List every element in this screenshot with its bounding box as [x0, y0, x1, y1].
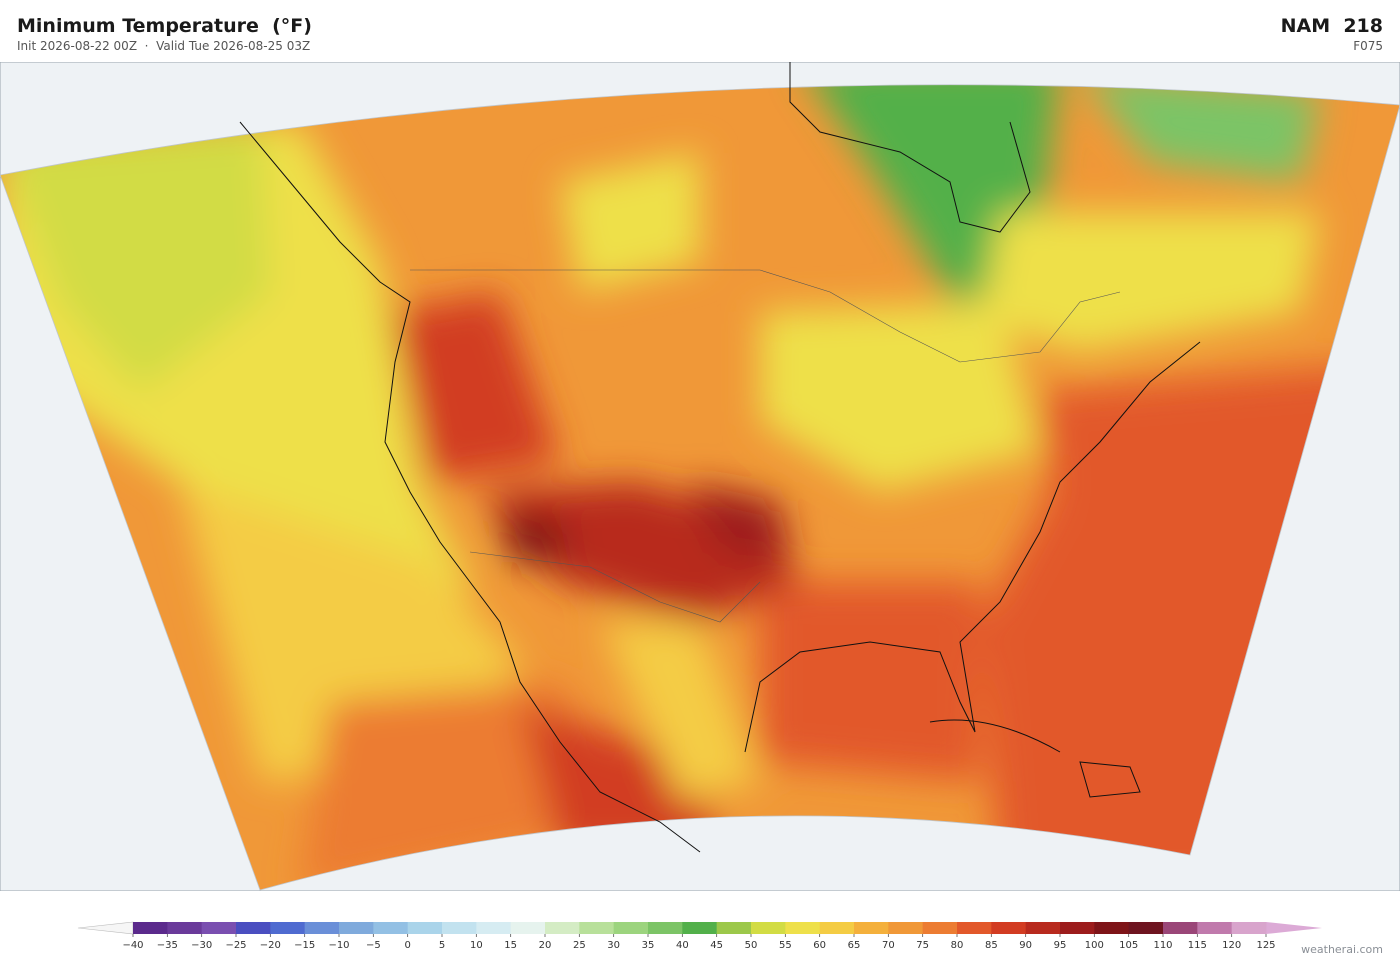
- tick-label: 110: [1153, 940, 1172, 951]
- tick-label: 70: [882, 940, 895, 951]
- colorbar-segment: [373, 922, 409, 934]
- colorbar-segment: [991, 922, 1027, 934]
- colorbar-segment: [133, 922, 168, 934]
- model-name: NAM 218: [1280, 15, 1383, 37]
- colorbar-segment: [1060, 922, 1095, 934]
- colorbar-segment: [407, 922, 443, 934]
- tick-label: 55: [779, 940, 792, 951]
- tick-label: 105: [1119, 940, 1138, 951]
- colorbar-segment: [648, 922, 683, 934]
- colorbar-segment: [1128, 922, 1164, 934]
- colorbar-segment: [957, 922, 992, 934]
- colorbar-segment: [545, 922, 580, 934]
- tick-label: 35: [642, 940, 655, 951]
- coastlines: [239, 62, 1201, 853]
- tick-label: 115: [1188, 940, 1207, 951]
- borders: [410, 269, 1121, 623]
- colorbar-segment: [819, 922, 855, 934]
- tick-label: 50: [745, 940, 758, 951]
- tick-label: 45: [710, 940, 723, 951]
- colorbar-segment: [270, 922, 306, 934]
- tick-label: 30: [607, 940, 620, 951]
- tick-label: 15: [504, 940, 517, 951]
- credit: weatherai.com: [1301, 943, 1383, 956]
- tick-label: 125: [1256, 940, 1275, 951]
- subtitle: Init 2026-08-22 00Z · Valid Tue 2026-08-…: [17, 39, 311, 53]
- tick-label: 20: [539, 940, 552, 951]
- colorbar-segment: [579, 922, 615, 934]
- tick-label: 85: [985, 940, 998, 951]
- tick-label: 60: [813, 940, 826, 951]
- colorbar-over: [1266, 922, 1322, 934]
- tick-label: 80: [951, 940, 964, 951]
- colorbar-segment: [442, 922, 477, 934]
- tick-label: −15: [294, 940, 315, 951]
- colorbar-segment: [201, 922, 237, 934]
- tick-label: 65: [848, 940, 861, 951]
- colorbar-segment: [785, 922, 821, 934]
- colorbar-segment: [922, 922, 958, 934]
- tick-label: −5: [366, 940, 381, 951]
- colorbar-segment: [716, 922, 752, 934]
- colorbar-segment: [304, 922, 340, 934]
- colorbar-segment: [1025, 922, 1061, 934]
- tick-label: 10: [470, 940, 483, 951]
- forecast-hour: F075: [1353, 39, 1383, 53]
- temperature-field: [0, 84, 1400, 890]
- tick-label: 95: [1054, 940, 1067, 951]
- colorbar-segment: [167, 922, 203, 934]
- colorbar-segment: [1197, 922, 1233, 934]
- tick-label: 90: [1019, 940, 1032, 951]
- tick-label: 40: [676, 940, 689, 951]
- colorbar-segment: [339, 922, 374, 934]
- tick-label: 5: [439, 940, 445, 951]
- colorbar-under: [77, 921, 134, 935]
- colorbar-segment: [1231, 922, 1267, 934]
- colorbar-segment: [510, 922, 546, 934]
- colorbar-segment: [854, 922, 889, 934]
- colorbar-segment: [476, 922, 512, 934]
- colorbar-segment: [236, 922, 271, 934]
- tick-label: −30: [191, 940, 212, 951]
- tick-label: 100: [1085, 940, 1104, 951]
- colorbar-segment: [682, 922, 718, 934]
- tick-label: 25: [573, 940, 586, 951]
- colorbar-segment: [613, 922, 649, 934]
- tick-label: 0: [404, 940, 410, 951]
- tick-label: −10: [328, 940, 349, 951]
- colorbar-segment: [1163, 922, 1198, 934]
- tick-label: −40: [122, 940, 143, 951]
- colorbar: −40 −35 −30 −25 −20 −15 −10 −5 0 5 10 15 20 25 30 35 40 4…: [77, 921, 1322, 951]
- colorbar-segment: [751, 922, 786, 934]
- tick-label: 120: [1222, 940, 1241, 951]
- colorbar-segment: [1094, 922, 1130, 934]
- map: [0, 62, 1400, 891]
- tick-label: −25: [225, 940, 246, 951]
- tick-label: 75: [916, 940, 929, 951]
- tick-label: −20: [260, 940, 281, 951]
- colorbar-segment: [888, 922, 924, 934]
- tick-label: −35: [157, 940, 178, 951]
- title: Minimum Temperature (°F): [17, 15, 312, 37]
